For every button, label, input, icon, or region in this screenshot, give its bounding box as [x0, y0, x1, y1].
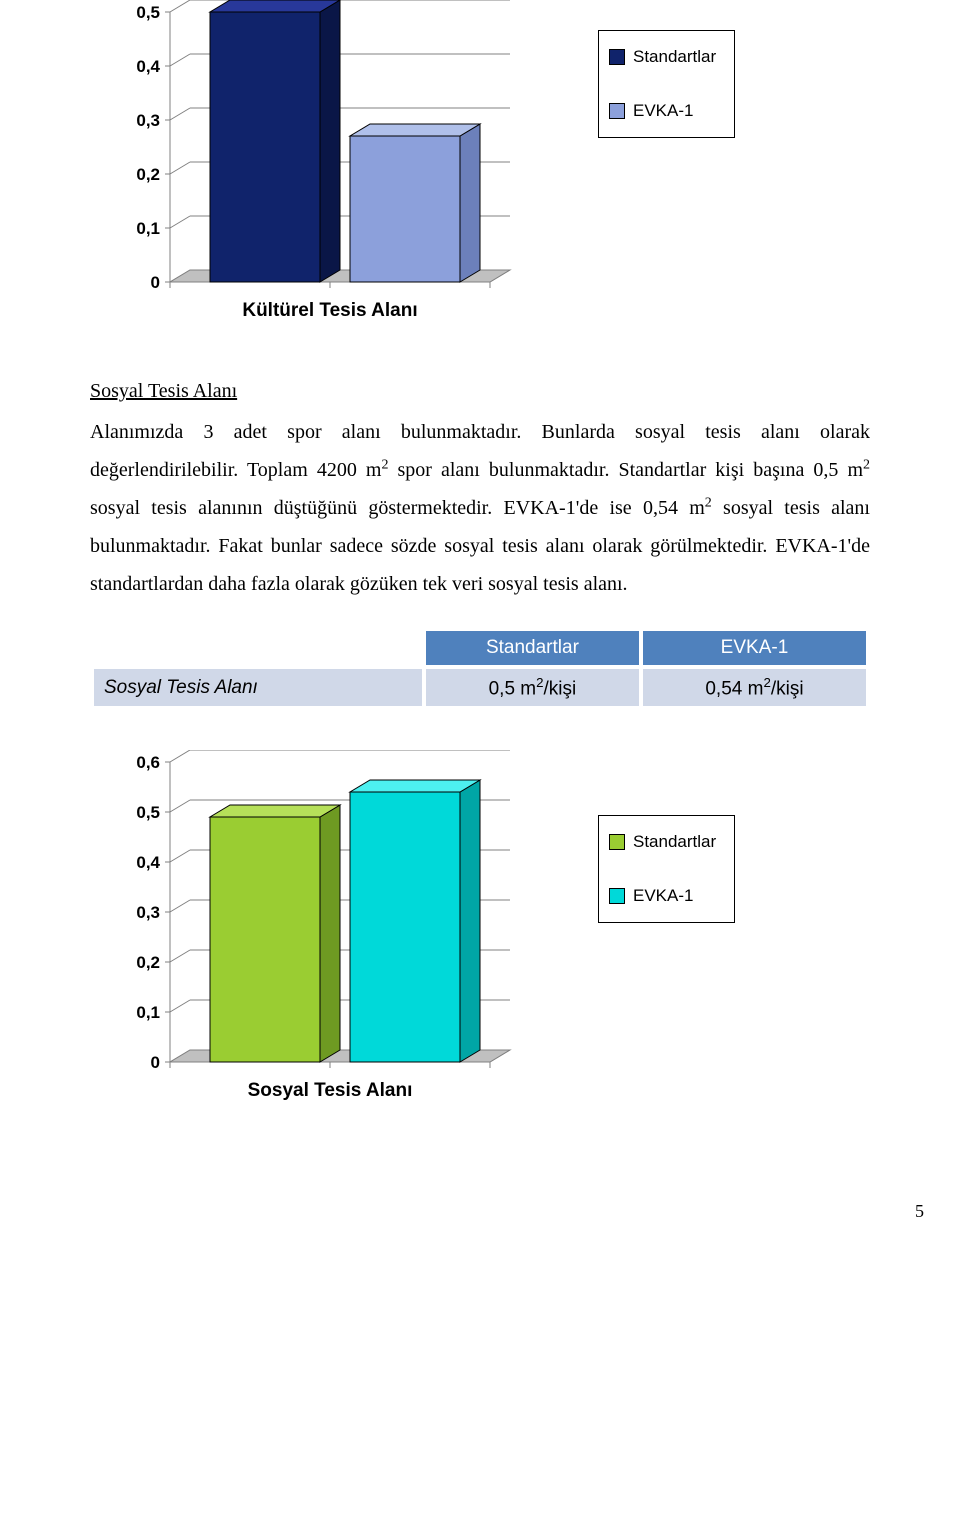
chart2-svg: 0,6 0,5 0,4 0,3 0,2 0,1 0 Sosyal Tesis A…: [90, 750, 570, 1130]
chart1-bar-standartlar: [210, 0, 340, 282]
chart2-ytick-1: 0,1: [136, 1003, 160, 1022]
chart1-ytick-4: 0,4: [136, 57, 160, 76]
chart1-ytick-2: 0,2: [136, 165, 160, 184]
para-sup-2: 2: [863, 457, 870, 472]
table-cell-evka1: 0,54 m2/kişi: [643, 669, 866, 706]
chart2-xaxis-label: Sosyal Tesis Alanı: [248, 1080, 413, 1101]
chart-kulturel-tesis: 0,5 0,4 0,3 0,2 0,1 0 Kültürel: [90, 0, 870, 340]
chart1-legend-item-evka1: EVKA-1: [609, 101, 716, 121]
chart2-ytick-2: 0,2: [136, 953, 160, 972]
data-table: Standartlar EVKA-1 Sosyal Tesis Alanı 0,…: [90, 627, 870, 710]
para-part-b: spor alanı bulunmaktadır. Standartlar ki…: [388, 459, 863, 481]
chart2-bar-evka1: [350, 780, 480, 1062]
para-sup-3: 2: [705, 495, 712, 510]
chart1-ytick-3: 0,3: [136, 111, 160, 130]
table-cell-c-val: 0,54 m: [705, 678, 763, 699]
chart1-legend-label-1: Standartlar: [633, 47, 716, 67]
page-number: 5: [915, 1201, 924, 1222]
chart2-legend-label-2: EVKA-1: [633, 886, 693, 906]
chart1-xaxis-label: Kültürel Tesis Alanı: [242, 300, 417, 321]
chart1-svg: 0,5 0,4 0,3 0,2 0,1 0 Kültürel: [90, 0, 570, 340]
table-header-evka1: EVKA-1: [643, 631, 866, 665]
chart2-legend-swatch-1: [609, 834, 625, 850]
para-part-c: sosyal tesis alanının düştüğünü gösterme…: [90, 497, 705, 519]
body-paragraph: Alanımızda 3 adet spor alanı bulunmaktad…: [90, 413, 870, 603]
chart-sosyal-tesis: 0,6 0,5 0,4 0,3 0,2 0,1 0 Sosyal Tesis A…: [90, 750, 870, 1130]
chart1-legend-swatch-1: [609, 49, 625, 65]
chart1-legend-swatch-2: [609, 103, 625, 119]
chart2-legend-swatch-2: [609, 888, 625, 904]
chart2-legend-label-1: Standartlar: [633, 832, 716, 852]
section-heading: Sosyal Tesis Alanı: [90, 380, 870, 403]
table-header-standartlar: Standartlar: [426, 631, 639, 665]
chart2-legend-item-evka1: EVKA-1: [609, 886, 716, 906]
table-cell-standartlar: 0,5 m2/kişi: [426, 669, 639, 706]
chart1-legend-item-standartlar: Standartlar: [609, 47, 716, 67]
chart1-bar-evka1: [350, 124, 480, 282]
table-cell-b-sup: 2: [536, 675, 543, 690]
chart1-legend-label-2: EVKA-1: [633, 101, 693, 121]
chart2-ytick-0: 0: [151, 1053, 160, 1072]
chart1-ytick-5: 0,5: [136, 3, 160, 22]
table-cell-c-sup: 2: [763, 675, 770, 690]
table-cell-b-suffix: /kişi: [544, 678, 577, 699]
chart2-ytick-6: 0,6: [136, 753, 160, 772]
table-row-label: Sosyal Tesis Alanı: [94, 669, 422, 706]
chart2-legend-item-standartlar: Standartlar: [609, 832, 716, 852]
chart1-ytick-0: 0: [151, 273, 160, 292]
table-cell-b-val: 0,5 m: [489, 678, 537, 699]
chart1-ytick-1: 0,1: [136, 219, 160, 238]
table-cell-c-suffix: /kişi: [771, 678, 804, 699]
chart2-ytick-4: 0,4: [136, 853, 160, 872]
chart1-legend: Standartlar EVKA-1: [598, 30, 735, 138]
chart2-legend: Standartlar EVKA-1: [598, 815, 735, 923]
chart2-bar-standartlar: [210, 805, 340, 1062]
chart2-ytick-5: 0,5: [136, 803, 160, 822]
chart2-ytick-3: 0,3: [136, 903, 160, 922]
